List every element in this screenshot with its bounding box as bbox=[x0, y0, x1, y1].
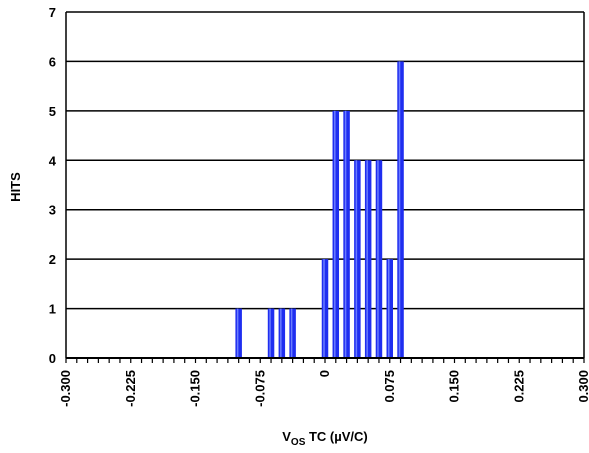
y-tick-label: 0 bbox=[49, 351, 56, 366]
bar bbox=[364, 160, 372, 358]
bar-highlight bbox=[388, 259, 390, 358]
bar bbox=[375, 160, 383, 358]
bar bbox=[278, 308, 286, 358]
bar-highlight bbox=[323, 259, 325, 358]
x-tick-label: 0.225 bbox=[511, 370, 526, 403]
bar-fill bbox=[343, 110, 350, 358]
bar-fill bbox=[364, 160, 372, 358]
x-tick-labels: -0.300 -0.225 -0.150 -0.075 0 0.075 0.150 0.225… bbox=[58, 370, 589, 407]
y-tick-label: 3 bbox=[49, 203, 56, 218]
x-axis-label-subscript: OS bbox=[291, 437, 306, 448]
bar bbox=[321, 259, 329, 358]
x-tick-label: -0.150 bbox=[188, 370, 203, 407]
x-tick-label: 0.075 bbox=[382, 370, 397, 403]
bar-highlight bbox=[398, 61, 401, 359]
bar bbox=[354, 160, 361, 358]
x-tick-label: -0.075 bbox=[252, 370, 267, 407]
x-tick-label: 0.300 bbox=[576, 370, 589, 403]
bar-highlight bbox=[269, 308, 271, 358]
y-tick-labels: 0 1 2 3 4 5 6 7 bbox=[49, 5, 57, 366]
y-tick-label: 1 bbox=[49, 302, 56, 317]
bar bbox=[235, 308, 242, 358]
x-tick-label: -0.300 bbox=[58, 370, 73, 407]
bar-fill bbox=[235, 308, 242, 358]
bar bbox=[332, 110, 340, 358]
bar bbox=[267, 308, 275, 358]
bar bbox=[397, 61, 404, 359]
y-axis-label: HITS bbox=[8, 172, 23, 202]
x-axis-label: VOS TC (µV/C) bbox=[282, 429, 368, 448]
x-tick-label: 0 bbox=[317, 370, 332, 377]
bar-fill bbox=[289, 308, 296, 358]
bar-fill bbox=[354, 160, 361, 358]
bar-highlight bbox=[366, 160, 368, 358]
y-tick-label: 6 bbox=[49, 54, 56, 69]
bar-highlight bbox=[334, 110, 336, 358]
x-axis-label-rest: TC (µV/C) bbox=[305, 429, 367, 444]
bar-fill bbox=[375, 160, 383, 358]
bar bbox=[386, 259, 393, 358]
bar-highlight bbox=[290, 308, 293, 358]
y-tick-label: 7 bbox=[49, 5, 56, 20]
bar-highlight bbox=[377, 160, 379, 358]
bar-highlight bbox=[344, 110, 347, 358]
x-tick-label: -0.225 bbox=[123, 370, 138, 407]
bar-highlight bbox=[236, 308, 239, 358]
bar-fill bbox=[397, 61, 404, 359]
bar-fill bbox=[321, 259, 329, 358]
bar-fill bbox=[332, 110, 340, 358]
x-axis-label-main: V bbox=[282, 429, 291, 444]
bar-highlight bbox=[355, 160, 358, 358]
x-tick-label: 0.150 bbox=[447, 370, 462, 403]
y-tick-label: 2 bbox=[49, 252, 56, 267]
bars bbox=[235, 61, 404, 359]
bar-highlight bbox=[280, 308, 282, 358]
bar-fill bbox=[267, 308, 275, 358]
bar bbox=[343, 110, 350, 358]
bar bbox=[289, 308, 296, 358]
y-tick-label: 5 bbox=[49, 104, 56, 119]
y-tick-label: 4 bbox=[49, 153, 57, 168]
bar-fill bbox=[278, 308, 286, 358]
axes bbox=[65, 12, 585, 363]
bar-fill bbox=[386, 259, 393, 358]
